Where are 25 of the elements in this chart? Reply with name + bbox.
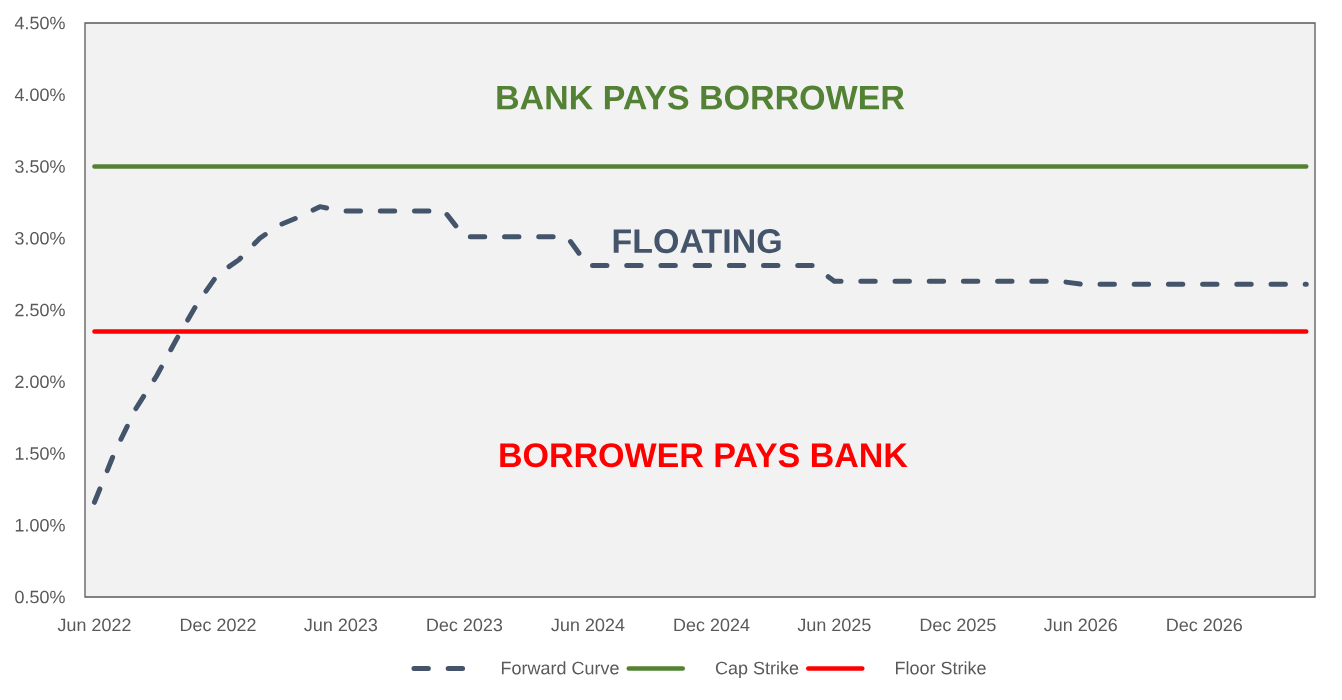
x-tick-label: Jun 2023 [304, 618, 378, 632]
legend-label: Forward Curve [501, 661, 619, 675]
y-tick-label: 3.50% [15, 160, 65, 173]
y-tick-label: 4.50% [14, 16, 65, 30]
annotation: FLOATING [613, 229, 781, 254]
y-tick-label: 4.00% [14, 88, 65, 102]
y-tick-label: 1.00% [15, 518, 65, 532]
x-tick-label: Dec 2026 [1167, 618, 1242, 632]
y-tick-label: 2.00% [15, 375, 65, 389]
y-tick-label: 1.50% [15, 447, 65, 460]
annotation: BORROWER PAYS BANK [500, 443, 908, 468]
legend-label: Cap Strike [715, 661, 799, 678]
annotation: BANK PAYS BORROWER [497, 85, 905, 110]
x-tick-label: Dec 2023 [427, 618, 503, 632]
legend-label: Floor Strike [895, 661, 986, 675]
x-tick-label: Dec 2024 [674, 618, 750, 632]
y-tick-label: 0.50% [15, 590, 65, 604]
y-tick-label: 2.50% [15, 303, 65, 317]
x-tick-label: Jun 2026 [1044, 618, 1117, 632]
x-tick-label: Dec 2025 [920, 618, 996, 632]
y-tick-label: 3.00% [15, 231, 65, 245]
x-tick-label: Jun 2025 [797, 618, 871, 632]
x-tick-label: Dec 2022 [180, 618, 256, 632]
x-tick-label: Jun 2024 [551, 618, 625, 632]
x-tick-label: Jun 2022 [57, 618, 131, 632]
